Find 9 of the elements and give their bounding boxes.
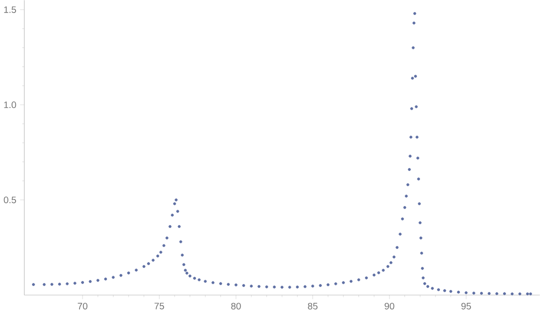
y-tick-label: 1.0 (4, 102, 16, 108)
x-tick-label: 75 (154, 302, 164, 310)
x-tick-label: 80 (231, 302, 241, 310)
x-tick-label: 70 (78, 302, 88, 310)
x-tick-label: 95 (461, 302, 471, 310)
y-tick-label: 1.5 (4, 6, 16, 14)
y-tick-label: 0.5 (4, 196, 16, 204)
x-tick-label: 90 (384, 302, 394, 310)
x-tick-label: 85 (308, 302, 318, 310)
